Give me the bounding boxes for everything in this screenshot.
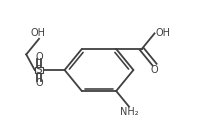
Text: OH: OH	[30, 28, 46, 38]
Text: O: O	[35, 78, 43, 88]
Text: S: S	[36, 65, 42, 75]
Text: O: O	[151, 65, 158, 75]
Bar	[35, 67, 43, 73]
Text: O: O	[35, 52, 43, 62]
Text: NH₂: NH₂	[120, 107, 138, 117]
Text: OH: OH	[155, 28, 170, 38]
